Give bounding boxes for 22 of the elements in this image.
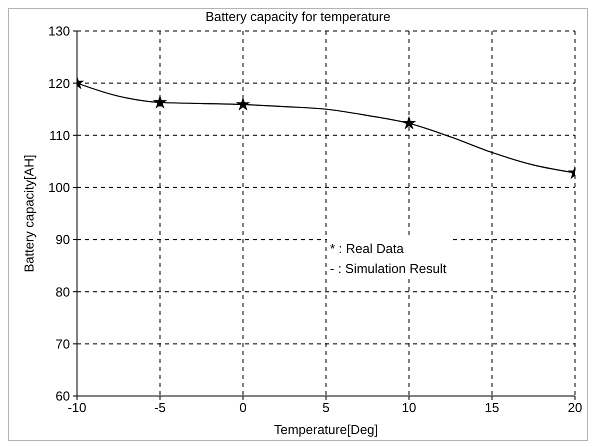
point [152, 94, 168, 109]
y-tick-label: 90 [56, 232, 70, 248]
annotation: * : Real Data [330, 240, 405, 258]
y-tick-label: 130 [48, 24, 70, 39]
x-tick-label: 5 [322, 400, 330, 416]
point [236, 96, 250, 111]
x-tick-label: 15 [484, 400, 500, 416]
x-tick-label: 20 [568, 400, 582, 416]
x-axis-title: Temperature[Deg] [274, 422, 378, 437]
y-tick-label: 100 [48, 180, 70, 196]
x-tick-label: -10 [68, 400, 86, 416]
y-tick-label: 110 [49, 128, 70, 143]
x-tick-label: -5 [154, 400, 166, 416]
x-tick-label: 0 [239, 400, 247, 416]
chart-title: Battery capacity for temperature [204, 9, 392, 24]
y-tick-label: 80 [56, 284, 70, 300]
x-tick-label: 10 [402, 400, 416, 416]
y-tick-label: 70 [56, 336, 70, 352]
y-axis-title: Battery capacity[AH] [22, 154, 37, 272]
y-tick-label: 60 [56, 388, 70, 404]
annotation: - : Simulation Result [330, 260, 446, 278]
y-tick-label: 120 [48, 76, 70, 91]
